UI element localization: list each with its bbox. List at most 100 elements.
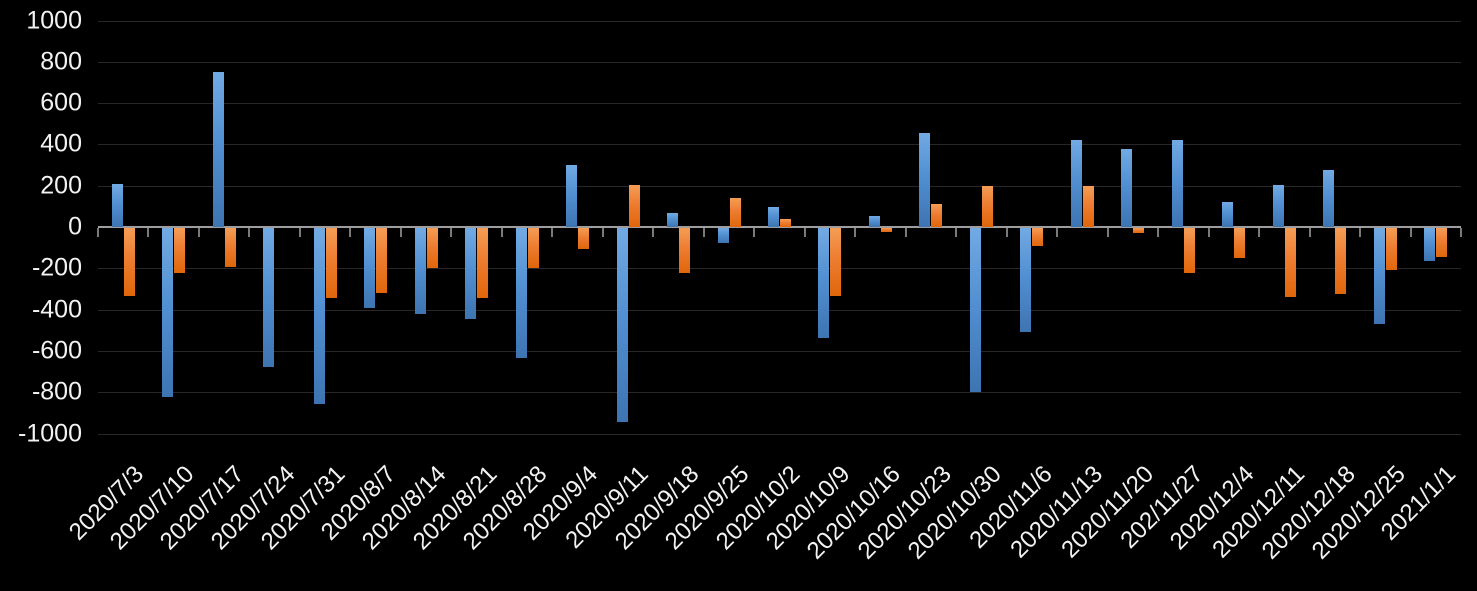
gridline bbox=[98, 433, 1461, 435]
bar-blue bbox=[414, 228, 426, 314]
bar-blue bbox=[969, 228, 981, 393]
bar-orange bbox=[830, 228, 842, 297]
bar-orange bbox=[477, 228, 489, 299]
axis-tick bbox=[450, 228, 453, 237]
axis-tick bbox=[551, 228, 554, 237]
axis-tick bbox=[1207, 228, 1210, 237]
axis-tick bbox=[349, 228, 352, 237]
bar-orange bbox=[729, 198, 741, 227]
axis-tick bbox=[601, 228, 604, 237]
axis-tick bbox=[298, 228, 301, 237]
bar-blue bbox=[1323, 170, 1335, 227]
y-axis-label: 1000 bbox=[26, 6, 82, 34]
bar-orange bbox=[1032, 228, 1044, 246]
axis-tick bbox=[753, 228, 756, 237]
bar-orange bbox=[376, 228, 388, 294]
bar-blue bbox=[1171, 140, 1183, 227]
y-axis-label: -200 bbox=[31, 253, 82, 282]
axis-tick bbox=[1005, 228, 1008, 237]
bar-orange bbox=[325, 228, 337, 299]
axis-tick bbox=[955, 228, 958, 237]
gridline bbox=[98, 144, 1461, 146]
gridline bbox=[98, 392, 1461, 394]
bar-blue bbox=[768, 207, 779, 227]
y-axis-label: 600 bbox=[40, 88, 82, 117]
bar-orange bbox=[1385, 228, 1397, 271]
y-axis-label: 800 bbox=[40, 47, 82, 76]
bar-orange bbox=[1082, 185, 1094, 227]
y-axis-label: -400 bbox=[31, 295, 82, 324]
axis-tick bbox=[500, 228, 503, 237]
bar-orange bbox=[578, 228, 590, 249]
bar-blue bbox=[1020, 228, 1032, 333]
axis-tick bbox=[1258, 228, 1261, 237]
gridline bbox=[98, 309, 1461, 311]
y-axis-label: 400 bbox=[40, 129, 82, 158]
bar-blue bbox=[1424, 228, 1436, 262]
axis-tick bbox=[1359, 228, 1362, 237]
bar-blue bbox=[868, 215, 880, 227]
bar-orange bbox=[1183, 228, 1195, 274]
axis-tick bbox=[399, 228, 402, 237]
bar-orange bbox=[1284, 228, 1296, 298]
axis-tick bbox=[803, 228, 806, 237]
bar-orange bbox=[224, 228, 236, 268]
gridline bbox=[98, 103, 1461, 105]
gridline bbox=[98, 268, 1461, 270]
x-axis-line bbox=[98, 226, 1461, 228]
axis-tick bbox=[1056, 228, 1059, 237]
axis-tick bbox=[1460, 228, 1462, 237]
bar-blue bbox=[364, 228, 376, 308]
axis-tick bbox=[1157, 228, 1160, 237]
bar-blue bbox=[1222, 202, 1234, 227]
axis-tick bbox=[904, 228, 907, 237]
gridline bbox=[98, 61, 1461, 63]
bar-orange bbox=[426, 228, 438, 269]
axis-tick bbox=[1409, 228, 1412, 237]
gridline bbox=[98, 350, 1461, 352]
bar-orange bbox=[931, 204, 943, 227]
axis-tick bbox=[147, 228, 150, 237]
axis-tick bbox=[97, 228, 99, 237]
y-axis-label: -800 bbox=[31, 377, 82, 406]
bar-blue bbox=[162, 228, 174, 398]
bar-blue bbox=[919, 133, 931, 227]
bar-blue bbox=[667, 212, 679, 227]
bar-blue bbox=[465, 228, 477, 319]
axis-tick bbox=[702, 228, 705, 237]
y-axis-label: -600 bbox=[31, 336, 82, 365]
bar-blue bbox=[212, 72, 224, 227]
bar-blue bbox=[263, 228, 275, 368]
axis-tick bbox=[248, 228, 251, 237]
axis-tick bbox=[652, 228, 655, 237]
bar-orange bbox=[123, 228, 135, 297]
bar-blue bbox=[313, 228, 325, 404]
y-axis-label: 200 bbox=[40, 171, 82, 200]
bar-orange bbox=[780, 218, 791, 227]
bar-orange bbox=[1234, 228, 1246, 258]
gridline bbox=[98, 20, 1461, 22]
y-axis-label: 0 bbox=[68, 212, 82, 241]
bar-blue bbox=[1272, 184, 1284, 227]
bar-orange bbox=[679, 228, 691, 274]
bar-blue bbox=[1121, 148, 1133, 227]
bar-blue bbox=[1070, 140, 1082, 227]
bar-orange bbox=[981, 185, 993, 227]
bar-orange bbox=[1133, 228, 1145, 234]
bar-blue bbox=[515, 228, 527, 359]
bar-blue bbox=[818, 228, 830, 339]
gridline bbox=[98, 185, 1461, 187]
bar-blue bbox=[566, 165, 578, 227]
bar-blue bbox=[111, 183, 123, 227]
bar-blue bbox=[717, 228, 729, 244]
bar-orange bbox=[174, 228, 186, 274]
bar-blue bbox=[1373, 228, 1385, 325]
y-axis-label: -1000 bbox=[18, 419, 82, 447]
axis-tick bbox=[1308, 228, 1311, 237]
axis-tick bbox=[854, 228, 857, 237]
bar-orange bbox=[527, 228, 539, 269]
bar-orange bbox=[628, 184, 640, 227]
bar-orange bbox=[1335, 228, 1347, 295]
bar-blue bbox=[616, 228, 628, 423]
